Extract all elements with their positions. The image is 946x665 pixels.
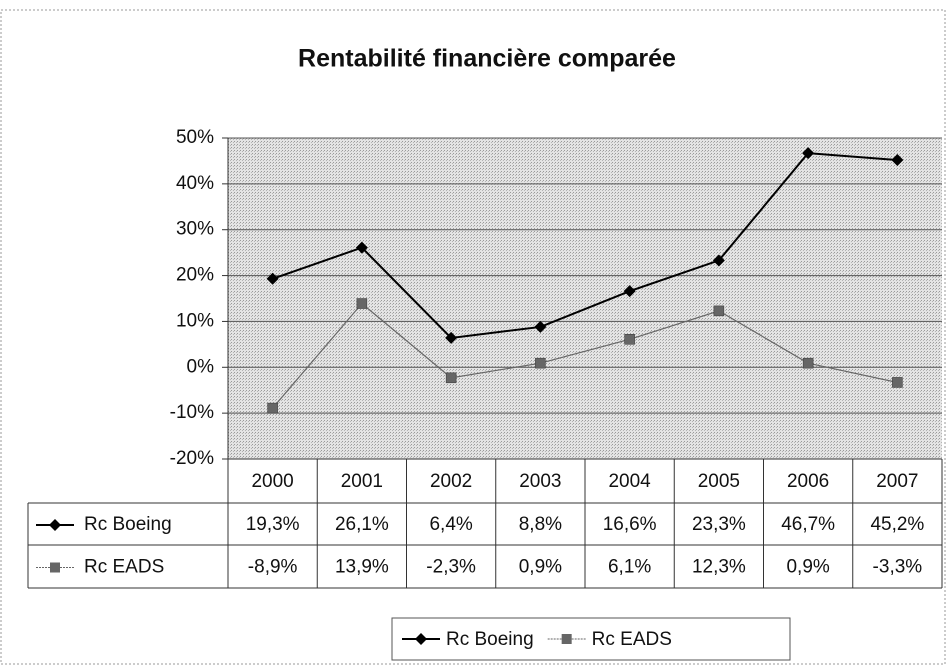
data-point [624, 334, 635, 345]
data-label: 13,9% [335, 557, 389, 578]
y-tick-label: -20% [170, 448, 214, 469]
x-tick-label: 2006 [787, 471, 829, 492]
data-label: 19,3% [246, 514, 300, 535]
data-label: 0,9% [519, 557, 562, 578]
data-point [802, 357, 814, 369]
legend-marker [415, 633, 427, 645]
data-label: -8,9% [248, 557, 298, 578]
data-point [713, 305, 725, 317]
chart-title: Rentabilité financière comparée [298, 45, 676, 73]
table-row-label: Rc EADS [84, 557, 164, 578]
data-label: 6,1% [608, 557, 651, 578]
data-label: 6,4% [429, 514, 472, 535]
x-tick-label: 2000 [251, 471, 293, 492]
data-point [891, 154, 904, 167]
data-label: 16,6% [603, 514, 657, 535]
x-tick-label: 2007 [876, 471, 918, 492]
data-point [267, 402, 278, 414]
x-tick-label: 2002 [430, 471, 472, 492]
data-label: -3,3% [873, 557, 923, 578]
legend-marker [49, 519, 61, 531]
data-point [266, 272, 279, 285]
data-label: 12,3% [692, 557, 746, 578]
data-label: 46,7% [781, 514, 835, 535]
y-tick-label: 20% [176, 265, 214, 286]
data-label: 45,2% [870, 514, 924, 535]
y-tick-label: 10% [176, 310, 214, 331]
y-tick-label: 30% [176, 219, 214, 240]
x-tick-label: 2004 [608, 471, 651, 492]
data-point [802, 147, 815, 160]
table-row-label: Rc Boeing [84, 514, 172, 535]
chart-border [0, 9, 946, 665]
series-line [272, 152, 898, 339]
data-label: 8,8% [519, 514, 562, 535]
data-point [623, 285, 636, 298]
x-tick-label: 2003 [519, 471, 561, 492]
legend-marker [50, 562, 60, 573]
data-point [712, 254, 725, 267]
legend-label: Rc EADS [592, 629, 672, 650]
data-point [534, 320, 547, 333]
x-tick-label: 2001 [341, 471, 383, 492]
data-label: 23,3% [692, 514, 746, 535]
series-line [272, 302, 898, 409]
data-point [356, 298, 368, 309]
plot-area [228, 138, 942, 459]
legend-marker [561, 634, 572, 644]
data-label: -2,3% [426, 557, 476, 578]
data-point [535, 357, 546, 369]
y-tick-label: 0% [187, 356, 215, 377]
data-point [355, 241, 368, 254]
y-tick-label: 40% [176, 173, 214, 194]
x-tick-label: 2005 [698, 471, 740, 492]
y-tick-label: 50% [176, 127, 214, 148]
legend-label: Rc Boeing [446, 629, 534, 650]
legend-box [391, 617, 791, 661]
data-label: 26,1% [335, 514, 389, 535]
data-point [892, 377, 903, 388]
data-point [445, 372, 457, 384]
y-tick-label: -10% [170, 402, 214, 423]
data-label: 0,9% [786, 557, 829, 578]
data-point [445, 331, 458, 344]
